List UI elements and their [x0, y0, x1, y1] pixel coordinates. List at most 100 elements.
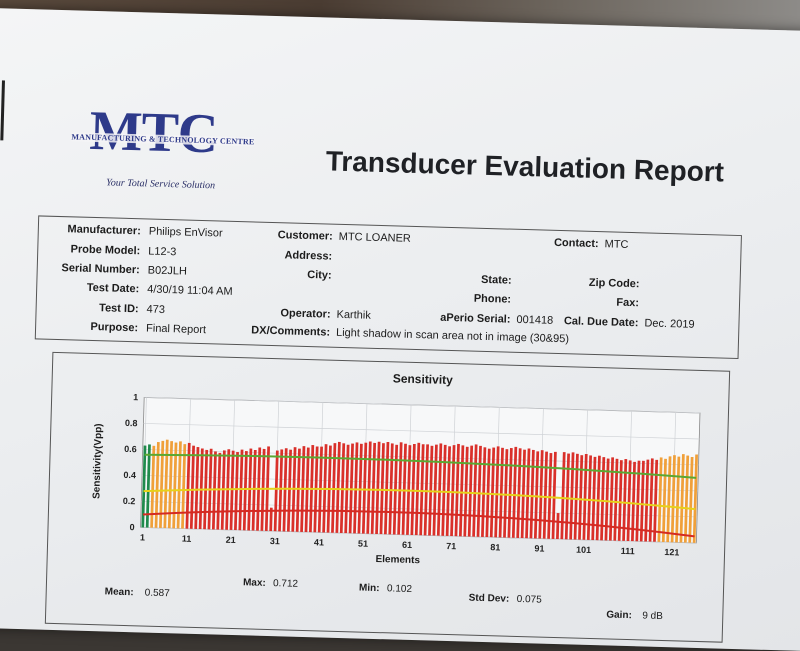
sensitivity-bar	[211, 451, 217, 530]
sensitivity-bar	[542, 451, 548, 539]
cal-due-date-value: Dec. 2019	[644, 317, 695, 331]
sensitivity-bar	[454, 443, 460, 537]
contact-label: Contact:	[553, 236, 599, 251]
sensitivity-bar	[608, 457, 615, 541]
sensitivity-bar	[503, 449, 509, 538]
sensitivity-bar	[229, 450, 235, 530]
x-tick-label: 101	[576, 545, 591, 555]
y-tick-label: 0.2	[123, 496, 136, 506]
sensitivity-bar	[176, 441, 182, 529]
sensitivity-bar	[648, 458, 654, 542]
purpose-value: Final Report	[145, 322, 207, 337]
gain-label: Gain:	[606, 609, 632, 622]
operator-value: Karthik	[336, 308, 371, 322]
dx-comments-label: DX/Comments:	[251, 324, 331, 339]
mean-value: 0.587	[144, 587, 170, 600]
probe-model-label: Probe Model:	[70, 243, 141, 258]
sensitivity-bar	[604, 458, 610, 541]
y-gridline	[141, 501, 698, 518]
sensitivity-bar	[181, 444, 187, 529]
y-tick-label: 1	[133, 392, 138, 402]
sensitivity-chart: 00.20.40.60.811 11 21 31 41 51 61 71 81 91 101 111 1…	[91, 371, 701, 566]
mean-label: Mean:	[104, 586, 134, 599]
test-id-value: 473	[146, 303, 166, 317]
sensitivity-bar	[573, 453, 579, 540]
operator-label: Operator:	[280, 307, 331, 321]
aperio-serial-label: aPerio Serial:	[440, 311, 511, 326]
threshold-line-green	[144, 453, 697, 479]
x-tick-label: 21	[226, 535, 236, 545]
y-tick-label: 0.8	[125, 418, 138, 428]
y-tick-label: 0.6	[124, 444, 137, 454]
sensitivity-bar	[657, 457, 663, 542]
test-date-value: 4/30/19 11:04 AM	[147, 283, 233, 298]
threshold-line-red	[142, 509, 695, 538]
sensitivity-bar	[269, 507, 273, 532]
x-tick-label: 81	[490, 542, 500, 552]
sensitivity-bar	[189, 445, 195, 529]
sensitivity-bar	[547, 452, 553, 539]
aperio-serial-value: 001418	[516, 313, 554, 327]
y-gridline	[142, 449, 699, 466]
sensitivity-bar	[533, 451, 540, 539]
address-label: Address:	[284, 249, 333, 263]
sensitivity-bar	[556, 513, 560, 540]
y-gridline	[140, 527, 697, 544]
contact-value: MTC	[604, 238, 629, 251]
sensitivity-bar	[167, 441, 174, 529]
sensitivity-bar	[666, 456, 672, 543]
x-tick-label: 91	[534, 543, 544, 553]
sensitivity-bar	[635, 460, 641, 542]
x-tick-label: 11	[182, 534, 192, 544]
sensitivity-bar	[159, 440, 165, 528]
chart-title: Sensitivity	[393, 371, 454, 387]
sensitivity-bar	[498, 447, 504, 538]
sensitivity-bar	[661, 458, 667, 543]
sensitivity-bar	[613, 458, 619, 541]
x-tick-label: 51	[358, 538, 368, 548]
sensitivity-bar	[626, 460, 632, 542]
logo-tagline: Your Total Service Solution	[106, 177, 216, 192]
sensitivity-bar	[154, 442, 160, 528]
test-id-label: Test ID:	[98, 302, 139, 316]
y-tick-label: 0.4	[123, 470, 136, 480]
manufacturer-value: Philips EnVisor	[148, 225, 223, 240]
sensitivity-bar	[194, 447, 200, 529]
sensitivity-bar	[675, 456, 681, 543]
sensitivity-bar	[463, 446, 469, 537]
sensitivity-bar	[520, 449, 526, 539]
sensitivity-bar	[639, 460, 645, 542]
sensitivity-bar	[591, 456, 597, 541]
std-dev-label: Std Dev:	[468, 592, 510, 605]
gain-value: 9 dB	[642, 610, 664, 623]
sensitivity-bar	[489, 447, 496, 538]
probe-model-value: L12-3	[148, 245, 177, 259]
cal-due-date-label: Cal. Due Date:	[563, 315, 639, 330]
sensitivity-chart-box: 0 0.2 0.4 0.6 0.8 1 1 11 21 31 41 51 61 71 81 91 101 111 1…	[44, 351, 731, 643]
sensitivity-bar	[529, 449, 535, 539]
sensitivity-bar	[150, 445, 156, 528]
x-tick-label: 71	[446, 541, 456, 551]
fax-label: Fax:	[616, 296, 640, 310]
sensitivity-bar	[631, 461, 636, 542]
x-tick-label: 121	[664, 547, 679, 557]
min-value: 0.102	[386, 583, 413, 596]
y-gridline	[143, 423, 700, 440]
x-tick-label: 61	[402, 540, 412, 550]
sensitivity-bar	[450, 445, 456, 537]
purpose-label: Purpose:	[90, 320, 139, 335]
city-label: City:	[307, 268, 332, 282]
report-title: Transducer Evaluation Report	[325, 145, 725, 188]
sensitivity-bar	[458, 445, 465, 537]
sensitivity-bar	[185, 442, 191, 529]
y-axis-label: Sensitivity(Vpp)	[91, 423, 104, 499]
sensitivity-bar	[436, 443, 443, 536]
zip-code-label: Zip Code:	[588, 276, 640, 291]
y-tick-label: 0	[129, 522, 134, 532]
sensitivity-bar	[481, 447, 487, 537]
sensitivity-bar	[476, 445, 482, 537]
sensitivity-bar	[494, 446, 500, 538]
serial-number-label: Serial Number:	[61, 262, 140, 277]
max-label: Max:	[242, 577, 266, 589]
sensitivity-bar	[586, 455, 592, 540]
